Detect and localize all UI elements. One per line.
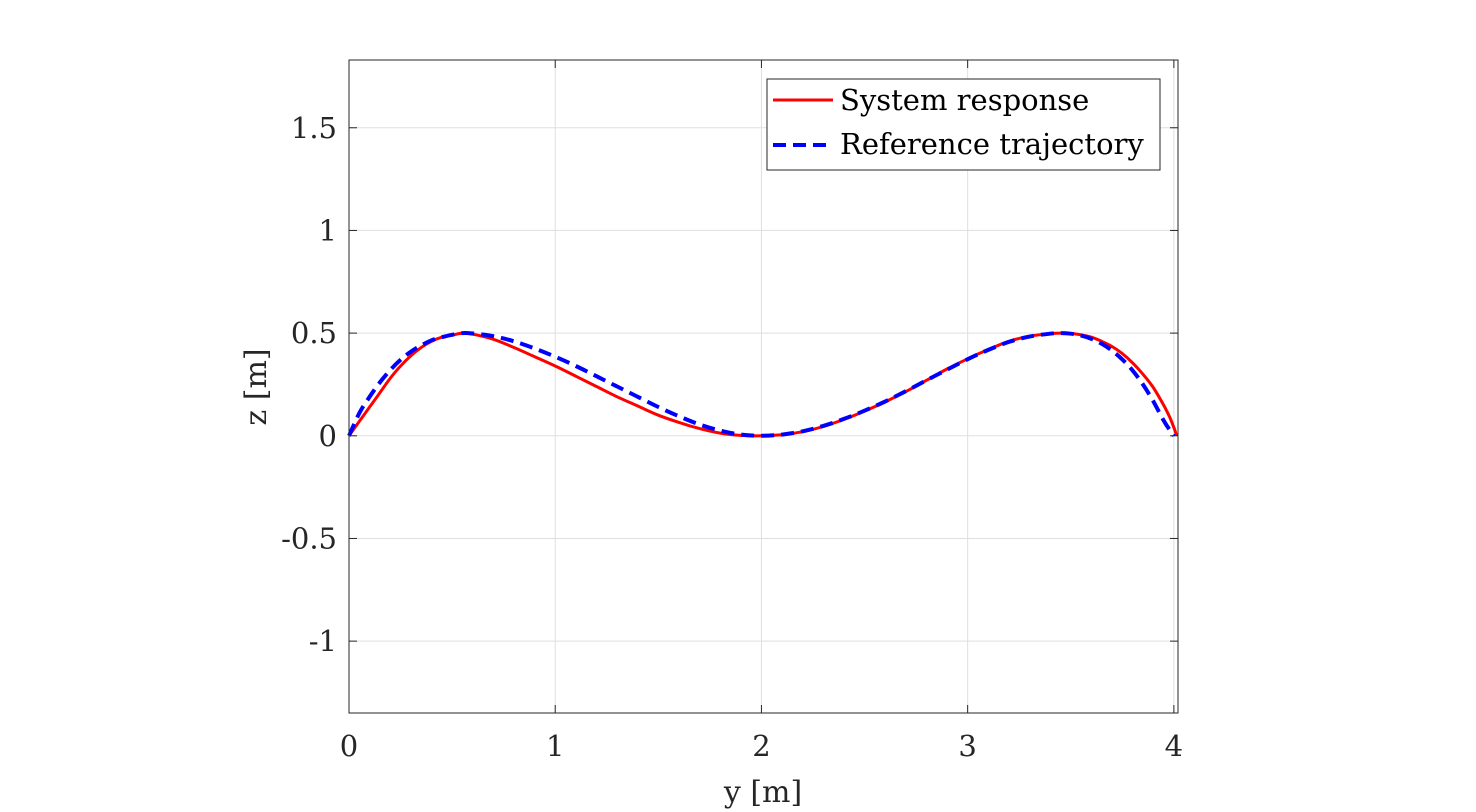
y-tick-label: 0.5: [291, 316, 337, 350]
x-tick-label: 3: [958, 729, 976, 763]
y-tick-label: 0: [319, 419, 337, 453]
y-axis-label: z [m]: [239, 348, 274, 425]
axes-box: [348, 59, 1179, 714]
legend-label-reference-trajectory: Reference trajectory: [840, 127, 1144, 161]
series-layer: [347, 331, 1178, 438]
y-tick-label: 1: [319, 213, 337, 247]
x-axis-label: y [m]: [723, 775, 802, 810]
series-line-reference-trajectory: [347, 331, 1176, 438]
legend: System response Reference trajectory: [766, 78, 1161, 171]
y-tick-label: -0.5: [281, 521, 337, 555]
ticks: 0 1 2 3 4 -1 -0.5 0 0.5 1 1.5: [281, 60, 1183, 763]
y-tick-label: -1: [309, 624, 337, 658]
x-tick-label: 2: [752, 729, 770, 763]
y-tick-label: 1.5: [291, 111, 337, 145]
legend-box: [766, 78, 1161, 171]
legend-label-system-response: System response: [840, 83, 1089, 117]
x-tick-label: 0: [340, 729, 358, 763]
x-tick-label: 1: [546, 729, 564, 763]
x-tick-label: 4: [1165, 729, 1183, 763]
